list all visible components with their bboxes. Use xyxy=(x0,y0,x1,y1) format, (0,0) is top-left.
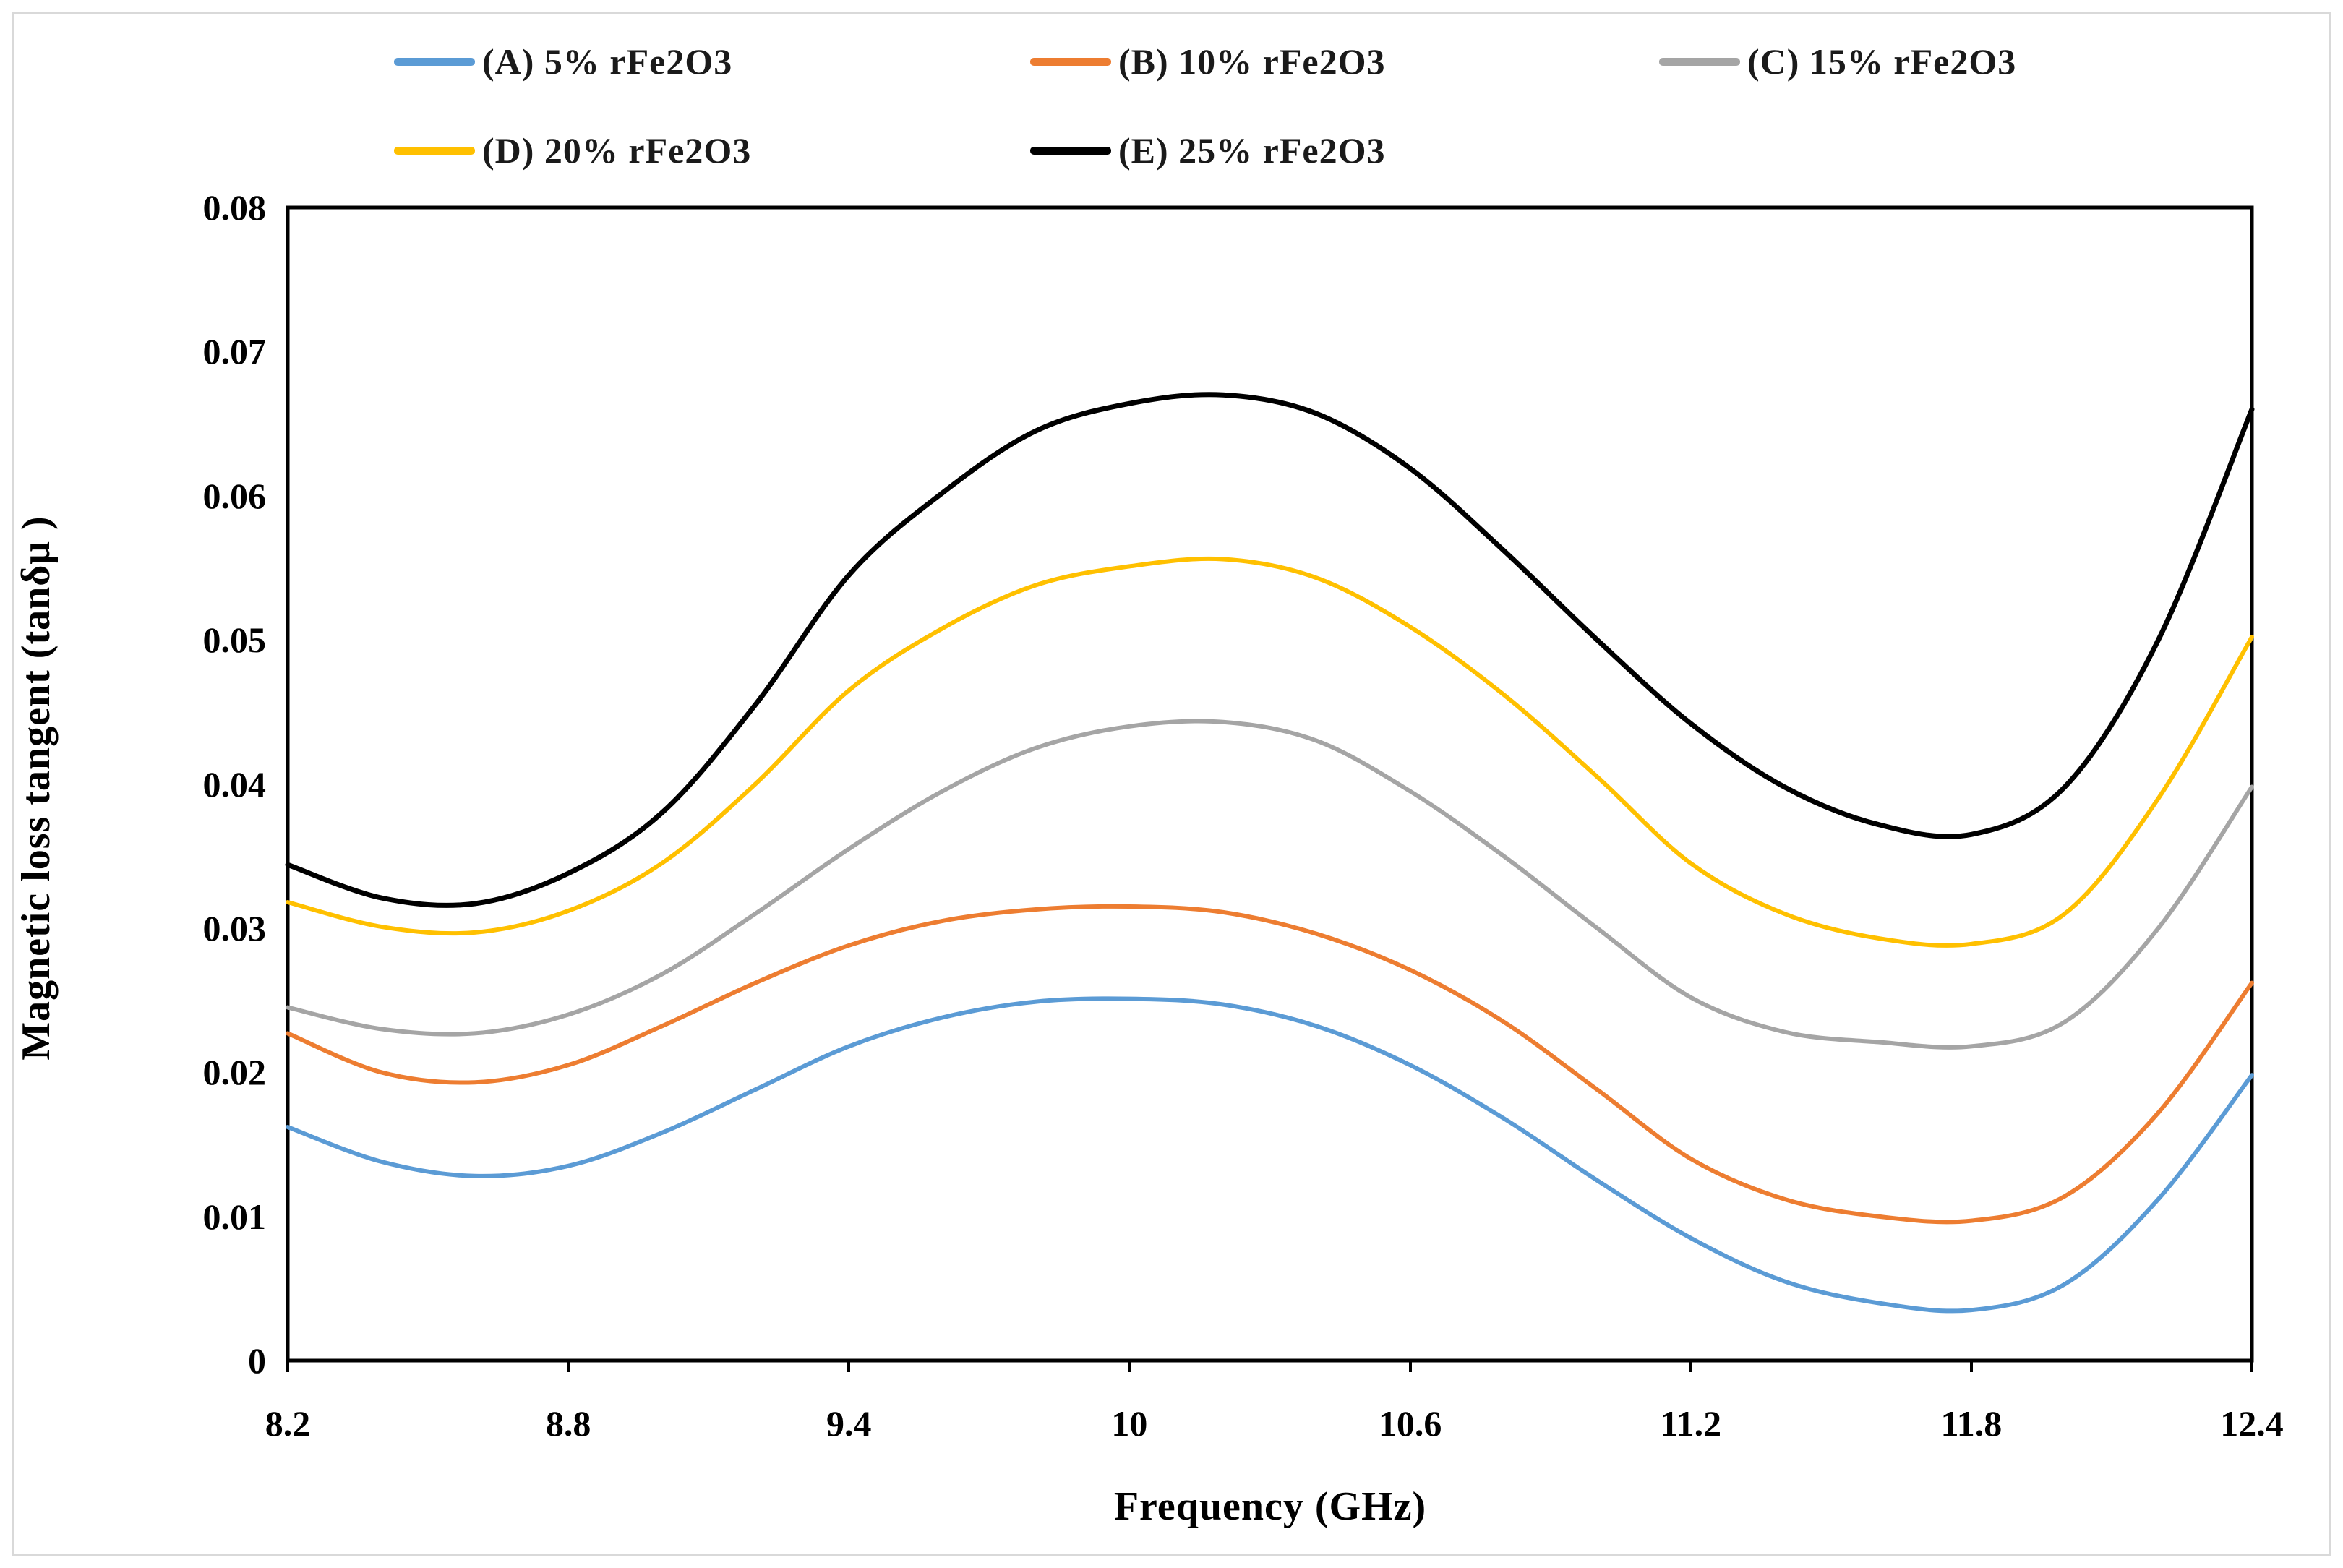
series-line-D xyxy=(286,556,2254,948)
legend-label: (C) 15% rFe2O3 xyxy=(1747,41,2017,82)
legend-swatch-icon xyxy=(1659,57,1740,66)
legend-label: (D) 20% rFe2O3 xyxy=(482,130,752,171)
y-tick-label: 0 xyxy=(248,1340,266,1381)
series-line-E xyxy=(285,392,2255,908)
y-axis-title: Magnetic loss tangent (tanδμ ) xyxy=(14,515,59,1061)
y-tick-label: 0.04 xyxy=(202,763,267,805)
series-line-C xyxy=(286,719,2254,1050)
y-tick-label: 0.05 xyxy=(202,620,267,661)
series-line-B xyxy=(286,904,2254,1225)
y-tick-label: 0.06 xyxy=(202,475,267,516)
y-tick-label: 0.07 xyxy=(202,331,267,372)
x-tick-label: 11.8 xyxy=(1940,1403,2003,1444)
x-tick-label: 8.2 xyxy=(265,1403,311,1444)
legend-swatch-icon xyxy=(1030,146,1111,155)
legend-item-C: (C) 15% rFe2O3 xyxy=(1659,40,2016,83)
legend-swatch-icon xyxy=(1030,57,1111,66)
x-tick-mark xyxy=(1128,1362,1131,1372)
x-tick-label: 9.4 xyxy=(826,1403,872,1444)
x-tick-mark xyxy=(2250,1362,2253,1372)
x-tick-mark xyxy=(1689,1362,1692,1372)
legend-item-B: (B) 10% rFe2O3 xyxy=(1030,40,1385,83)
series-line-A xyxy=(286,996,2254,1314)
legend-label: (A) 5% rFe2O3 xyxy=(482,41,733,82)
x-tick-label: 8.8 xyxy=(545,1403,591,1444)
y-tick-label: 0.02 xyxy=(202,1052,267,1093)
x-tick-label: 12.4 xyxy=(2220,1403,2284,1444)
y-tick-label: 0.03 xyxy=(202,907,267,948)
legend-label: (E) 25% rFe2O3 xyxy=(1118,130,1386,171)
legend-item-E: (E) 25% rFe2O3 xyxy=(1030,129,1385,172)
legend-item-A: (A) 5% rFe2O3 xyxy=(394,40,732,83)
y-tick-label: 0.08 xyxy=(202,187,267,228)
legend-item-D: (D) 20% rFe2O3 xyxy=(394,129,751,172)
x-tick-mark xyxy=(567,1362,570,1372)
x-tick-mark xyxy=(1408,1362,1412,1372)
legend-label: (B) 10% rFe2O3 xyxy=(1118,41,1386,82)
legend-swatch-icon xyxy=(394,57,475,66)
x-tick-label: 10 xyxy=(1111,1403,1148,1444)
x-tick-label: 10.6 xyxy=(1378,1403,1442,1444)
plot-frame xyxy=(286,205,2254,1363)
x-tick-label: 11.2 xyxy=(1660,1403,1722,1444)
y-tick-label: 0.01 xyxy=(202,1196,267,1237)
legend-swatch-icon xyxy=(394,146,475,155)
x-tick-mark xyxy=(286,1362,289,1372)
x-tick-mark xyxy=(1969,1362,1973,1372)
x-tick-mark xyxy=(847,1362,851,1372)
x-axis-title: Frequency (GHz) xyxy=(1113,1484,1427,1529)
